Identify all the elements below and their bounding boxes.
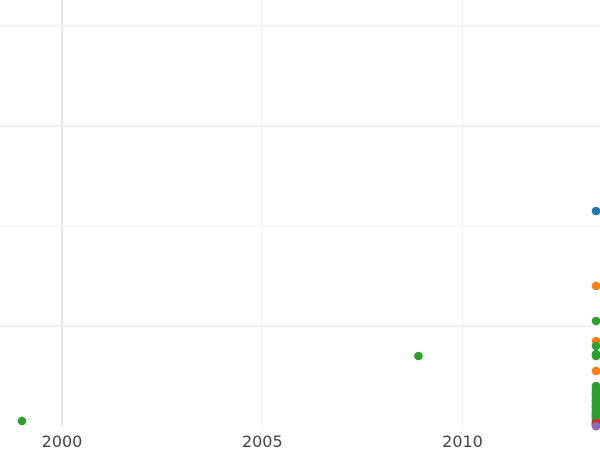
data-point-s2-29 (591, 316, 600, 326)
x-tick-label-2000: 2000 (42, 432, 83, 450)
data-point-s0-0 (591, 206, 600, 216)
data-point-s2-24 (591, 403, 600, 413)
data-point-s2-10 (591, 351, 600, 361)
data-point-s2-21 (591, 389, 600, 399)
data-point-s2-19 (591, 396, 600, 406)
data-points (17, 206, 600, 431)
data-point-s4-0 (591, 421, 600, 431)
data-point-s2-25 (591, 341, 600, 351)
data-point-s1-1 (591, 281, 600, 291)
x-tick-label-2005: 2005 (242, 432, 283, 450)
x-tick-label-2010: 2010 (442, 432, 483, 450)
data-point-s2-0 (17, 416, 27, 426)
data-point-s2-30 (591, 381, 600, 391)
data-point-s2-1 (414, 351, 423, 361)
x-axis-tick-labels: 200020052010201520202025 (42, 432, 483, 450)
grid (0, 0, 600, 426)
data-point-s1-3 (591, 366, 600, 376)
